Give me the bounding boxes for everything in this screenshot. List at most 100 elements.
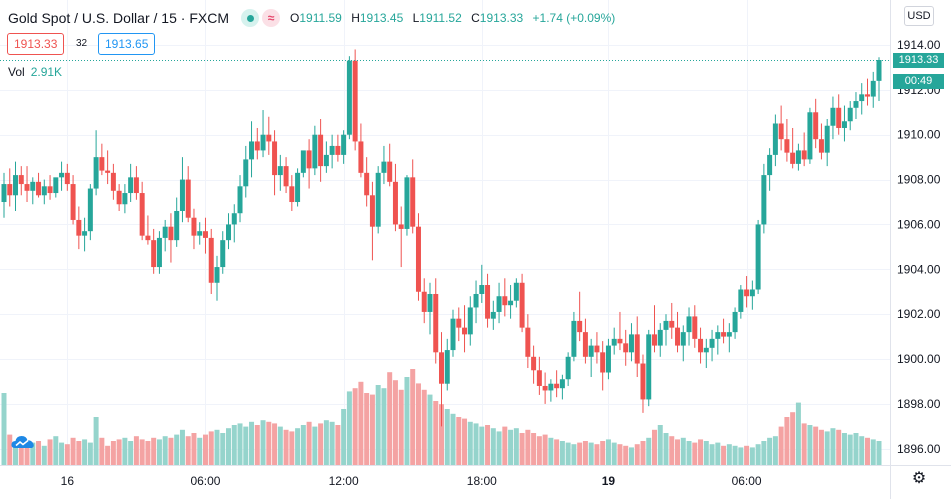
candle [450,309,456,357]
candle [876,57,882,102]
volume-bar [744,445,750,465]
candle-body [473,293,479,308]
candle-body [82,231,88,236]
price-tick-label: 1904.00 [897,262,941,276]
candle-body [300,150,306,173]
candle-body [133,177,139,194]
candle-body [496,296,502,312]
market-status[interactable]: ≈ [241,9,280,27]
currency-button[interactable]: USD [904,6,934,26]
candle-body [611,338,617,346]
candle-body [76,219,82,236]
candle-body [726,332,732,337]
candle-body [841,121,847,128]
volume-bar [254,425,260,465]
volume-bar [36,441,42,465]
volume-bar [473,423,479,465]
candle [755,219,761,294]
volume-bar [335,425,341,465]
volume-bar [726,444,732,465]
candle-body [577,320,583,333]
symbol-title[interactable]: Gold Spot / U.S. Dollar / 15 · FXCM [8,10,229,26]
bar-countdown-label: 00:49 [893,73,944,89]
price-scale[interactable]: 1914.001912.001910.001908.001906.001904.… [897,38,941,456]
candle-body [513,282,519,301]
volume-bar [565,442,571,465]
candle [133,166,139,200]
candle-body [110,172,116,191]
volume-bar [801,423,807,465]
volume-bar [306,421,312,465]
volume-bar [116,439,122,465]
candle [306,139,312,189]
price-tick-label: 1914.00 [897,38,941,52]
gear-icon[interactable]: ⚙ [911,470,927,487]
volume-bar [185,436,191,465]
candle [289,175,295,211]
candle-body [853,101,859,108]
volume-bar [767,437,773,465]
candle [801,132,807,167]
volume-bar [594,444,600,465]
candle-body [536,370,542,386]
candle [249,121,255,178]
candle-body [778,123,784,140]
volume-bar [467,421,473,465]
open-label: O [290,11,300,25]
candle [202,217,208,254]
tradingview-cloud-icon[interactable] [10,432,36,452]
volume-bar [479,426,485,465]
candle-body [519,282,525,328]
candle [508,285,514,319]
volume-bar [519,433,525,465]
time-scale[interactable]: 16 06:00 12:00 18:00 19 06:00 [61,474,762,488]
candle [605,338,611,380]
high-label: H [351,11,360,25]
volume-legend[interactable]: Vol 2.91K [8,65,62,79]
candle [214,255,220,301]
time-tick-label: 16 [61,474,75,488]
candle-body [600,352,606,373]
volume-bar [346,391,352,465]
candle-body [715,332,721,339]
candle [220,231,226,274]
volume-bar [76,441,82,465]
candle-body [744,289,750,297]
candle [738,285,744,319]
volume-bar [404,377,410,465]
candle [415,213,421,301]
candle-body [559,379,565,389]
volume-bar [559,441,565,465]
volume-bar [824,431,830,465]
candle [859,83,865,115]
candle-body [617,338,623,344]
candle [473,280,479,324]
high-value: 1913.45 [359,11,404,25]
candle-body [277,166,283,176]
volume-bar [99,437,105,465]
buy-price-button[interactable]: 1913.65 [98,33,156,55]
candle [559,374,565,400]
candle [542,372,548,404]
sell-price-button[interactable]: 1913.33 [7,33,65,55]
candle [398,206,404,268]
candle-body [53,177,59,194]
candle [749,280,755,310]
candle-body [795,150,801,164]
close-label: C [471,11,480,25]
candle-body [651,334,657,346]
candle-body [657,329,663,346]
candle-body [703,347,709,353]
volume-bar [13,445,19,465]
candle [807,107,813,164]
candle [577,291,583,342]
volume-bar [133,436,139,465]
candle-body [87,188,93,232]
candle [105,150,111,185]
volume-bar [312,426,318,465]
volume-bar [128,441,134,465]
volume-bar [870,439,876,465]
candle [323,141,329,173]
volume-bar [617,444,623,465]
